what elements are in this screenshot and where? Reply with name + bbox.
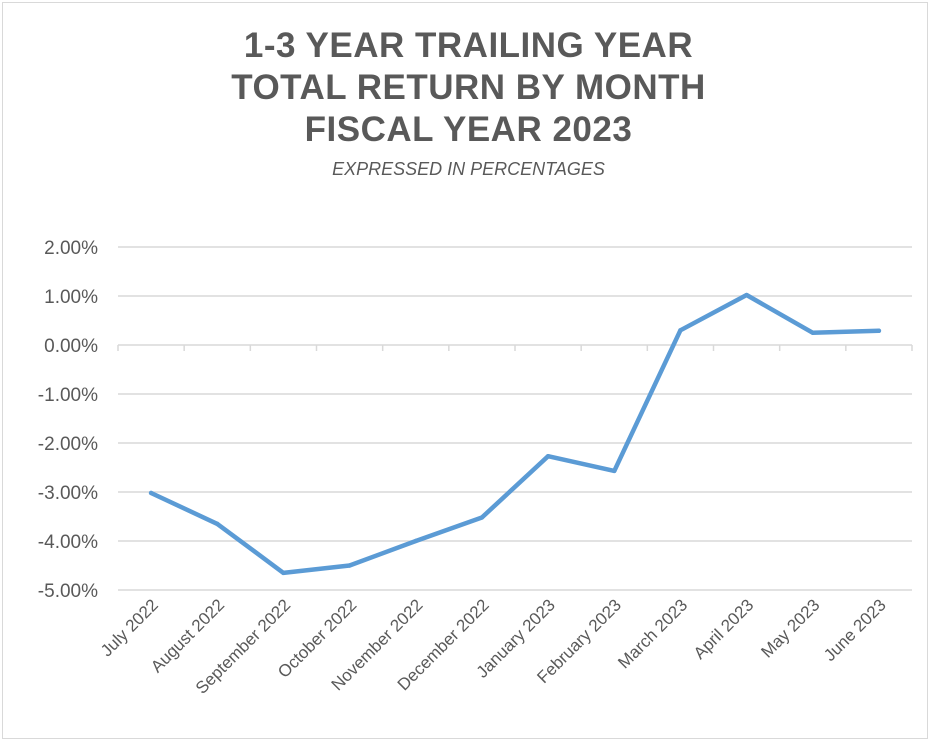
axes bbox=[117, 344, 913, 351]
gridlines bbox=[118, 246, 912, 591]
x-tick-label: April 2023 bbox=[690, 595, 758, 663]
series-line bbox=[148, 292, 882, 576]
y-tick-label: -1.00% bbox=[38, 385, 98, 406]
y-tick-label: -5.00% bbox=[38, 581, 98, 602]
y-tick-label: -3.00% bbox=[38, 483, 98, 504]
chart-title-line-3: FISCAL YEAR 2023 bbox=[304, 110, 633, 149]
data-point bbox=[810, 330, 815, 335]
y-tick-labels: 2.00% 1.00% 0.00% -1.00% -2.00% -3.00% -4.00% -… bbox=[38, 238, 98, 602]
series-total-return bbox=[148, 292, 882, 576]
data-point bbox=[744, 292, 749, 298]
y-tick-label: 1.00% bbox=[44, 287, 98, 308]
x-tick-label: March 2023 bbox=[614, 595, 691, 672]
data-point bbox=[479, 515, 485, 520]
data-point bbox=[876, 328, 882, 333]
chart-title: 1-3 YEAR TRAILING YEAR TOTAL RETURN BY M… bbox=[3, 25, 931, 151]
data-point bbox=[215, 521, 220, 527]
data-point bbox=[413, 538, 418, 544]
data-point bbox=[678, 328, 683, 333]
y-tick-label: -4.00% bbox=[38, 532, 98, 553]
chart-title-line-1: 1-3 YEAR TRAILING YEAR bbox=[243, 26, 694, 65]
chart-subtitle: EXPRESSED IN PERCENTAGES bbox=[332, 159, 605, 179]
x-tick-label: June 2023 bbox=[820, 595, 890, 665]
y-tick-label: 0.00% bbox=[44, 336, 98, 357]
chart-title-line-2: TOTAL RETURN BY MONTH bbox=[231, 68, 706, 107]
y-tick-label: -2.00% bbox=[38, 434, 98, 455]
y-tick-label: 2.00% bbox=[44, 238, 98, 259]
data-point bbox=[612, 468, 617, 474]
data-point bbox=[148, 490, 154, 496]
x-tick-label: May 2023 bbox=[757, 595, 823, 661]
x-tick-label: July 2022 bbox=[97, 595, 162, 660]
data-point bbox=[347, 563, 352, 568]
data-point bbox=[281, 570, 286, 576]
data-point bbox=[545, 454, 551, 459]
